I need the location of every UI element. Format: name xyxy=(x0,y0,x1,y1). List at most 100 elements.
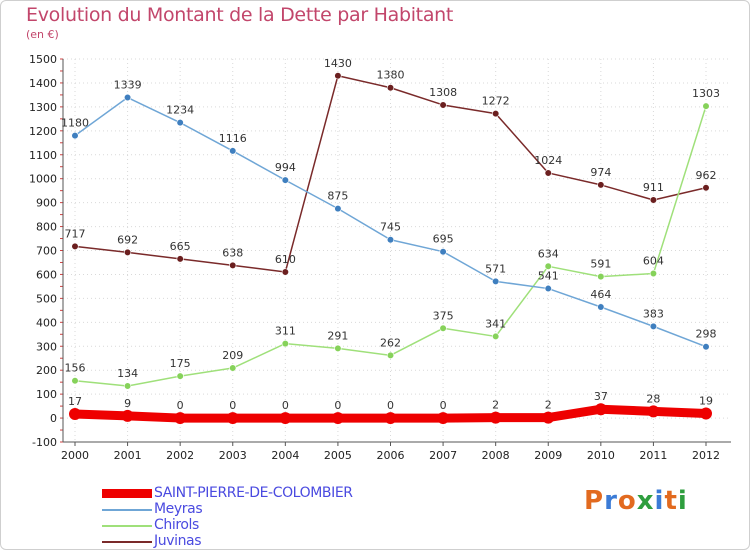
data-point-juvinas xyxy=(544,169,552,177)
data-point-juvinas xyxy=(176,255,184,263)
legend-swatch-juvinas xyxy=(102,541,152,543)
data-point-saint-pierre-de-colombier xyxy=(437,412,450,425)
data-point-saint-pierre-de-colombier xyxy=(542,411,555,424)
data-label-juvinas: 1380 xyxy=(377,69,405,82)
data-label-saint-pierre-de-colombier: 19 xyxy=(699,395,713,408)
logo-letter: i xyxy=(677,486,688,516)
data-point-meyras xyxy=(597,303,605,311)
data-point-meyras xyxy=(386,236,395,244)
y-tick-label: 1200 xyxy=(29,125,57,138)
data-label-juvinas: 911 xyxy=(643,181,664,194)
data-point-chirols xyxy=(281,340,289,348)
data-label-meyras: 383 xyxy=(643,307,664,320)
data-label-juvinas: 1272 xyxy=(482,95,510,108)
data-point-saint-pierre-de-colombier xyxy=(384,412,397,425)
y-tick-label: 900 xyxy=(36,197,57,210)
data-point-chirols xyxy=(702,102,710,110)
x-tick-label: 2011 xyxy=(639,449,667,462)
y-tick-label: 500 xyxy=(36,292,57,305)
data-label-chirols: 156 xyxy=(65,362,86,375)
data-label-chirols: 291 xyxy=(327,329,348,342)
y-tick-label: 1000 xyxy=(29,173,57,186)
data-label-juvinas: 1024 xyxy=(534,154,562,167)
data-label-meyras: 571 xyxy=(485,262,506,275)
logo-letter: o xyxy=(617,486,637,516)
data-label-juvinas: 717 xyxy=(65,227,86,240)
data-label-saint-pierre-de-colombier: 0 xyxy=(177,399,184,412)
data-label-saint-pierre-de-colombier: 2 xyxy=(545,399,552,412)
data-label-saint-pierre-de-colombier: 2 xyxy=(492,399,499,412)
data-label-juvinas: 962 xyxy=(696,169,717,182)
data-point-chirols xyxy=(71,377,79,385)
data-point-meyras xyxy=(544,284,552,293)
data-point-chirols xyxy=(229,364,237,372)
data-point-saint-pierre-de-colombier xyxy=(226,412,239,425)
data-point-juvinas xyxy=(492,109,500,118)
data-point-saint-pierre-de-colombier xyxy=(279,412,292,425)
data-label-meyras: 875 xyxy=(327,190,348,203)
data-point-meyras xyxy=(281,176,289,184)
data-label-saint-pierre-de-colombier: 17 xyxy=(68,395,82,408)
y-tick-label: 700 xyxy=(36,245,57,258)
data-label-saint-pierre-de-colombier: 0 xyxy=(334,399,341,412)
data-label-meyras: 1116 xyxy=(219,132,247,145)
data-point-chirols xyxy=(649,269,658,278)
y-tick-label: 1300 xyxy=(29,101,57,114)
data-point-chirols xyxy=(386,351,395,359)
data-label-meyras: 994 xyxy=(275,161,296,174)
data-label-saint-pierre-de-colombier: 37 xyxy=(594,390,608,403)
data-label-saint-pierre-de-colombier: 0 xyxy=(440,399,447,412)
x-tick-label: 2004 xyxy=(271,449,299,462)
data-point-chirols xyxy=(597,272,605,281)
data-point-juvinas xyxy=(649,196,658,204)
data-point-saint-pierre-de-colombier xyxy=(174,412,187,425)
x-tick-label: 2002 xyxy=(166,449,194,462)
data-point-juvinas xyxy=(439,101,447,109)
data-label-meyras: 541 xyxy=(538,270,559,283)
legend-swatch-saint-pierre-de-colombier xyxy=(102,489,152,498)
data-point-meyras xyxy=(71,132,79,140)
data-point-juvinas xyxy=(71,242,79,251)
data-label-chirols: 134 xyxy=(117,367,138,380)
x-tick-label: 2005 xyxy=(324,449,352,462)
data-label-meyras: 745 xyxy=(380,221,401,234)
data-label-juvinas: 1430 xyxy=(324,57,352,70)
data-label-chirols: 1303 xyxy=(692,87,720,100)
data-label-saint-pierre-de-colombier: 0 xyxy=(229,399,236,412)
logo-letter: t xyxy=(664,486,678,516)
legend-swatch-meyras xyxy=(102,509,152,511)
logo-letter: r xyxy=(604,486,618,516)
data-point-chirols xyxy=(123,382,132,390)
data-label-saint-pierre-de-colombier: 28 xyxy=(646,392,660,405)
chart-title: Evolution du Montant de la Dette par Hab… xyxy=(26,4,454,26)
data-label-juvinas: 974 xyxy=(590,166,611,179)
x-tick-label: 2007 xyxy=(429,449,457,462)
data-point-chirols xyxy=(439,324,447,332)
data-point-saint-pierre-de-colombier xyxy=(594,403,607,416)
legend-swatch-chirols xyxy=(102,525,152,527)
y-tick-label: 1100 xyxy=(29,149,57,162)
y-tick-label: 800 xyxy=(36,221,57,234)
logo-letter: i xyxy=(654,486,665,516)
data-point-juvinas xyxy=(281,268,289,276)
x-tick-label: 2012 xyxy=(692,449,720,462)
legend-label-juvinas: Juvinas xyxy=(154,533,202,549)
x-tick-label: 2006 xyxy=(377,449,405,462)
x-tick-label: 2003 xyxy=(219,449,247,462)
data-label-chirols: 175 xyxy=(170,357,191,370)
data-label-juvinas: 610 xyxy=(275,253,296,266)
legend-label-chirols: Chirols xyxy=(154,517,199,533)
data-point-juvinas xyxy=(123,248,132,257)
data-label-juvinas: 692 xyxy=(117,233,138,246)
x-tick-label: 2000 xyxy=(61,449,89,462)
y-tick-label: -100 xyxy=(32,436,57,449)
data-point-juvinas xyxy=(702,184,710,192)
data-point-meyras xyxy=(492,277,500,285)
data-point-saint-pierre-de-colombier xyxy=(647,405,660,418)
data-point-chirols xyxy=(492,332,500,341)
data-label-chirols: 634 xyxy=(538,247,559,260)
data-point-chirols xyxy=(334,344,342,353)
logo-letter: P xyxy=(584,486,605,516)
y-tick-label: 200 xyxy=(36,364,57,377)
